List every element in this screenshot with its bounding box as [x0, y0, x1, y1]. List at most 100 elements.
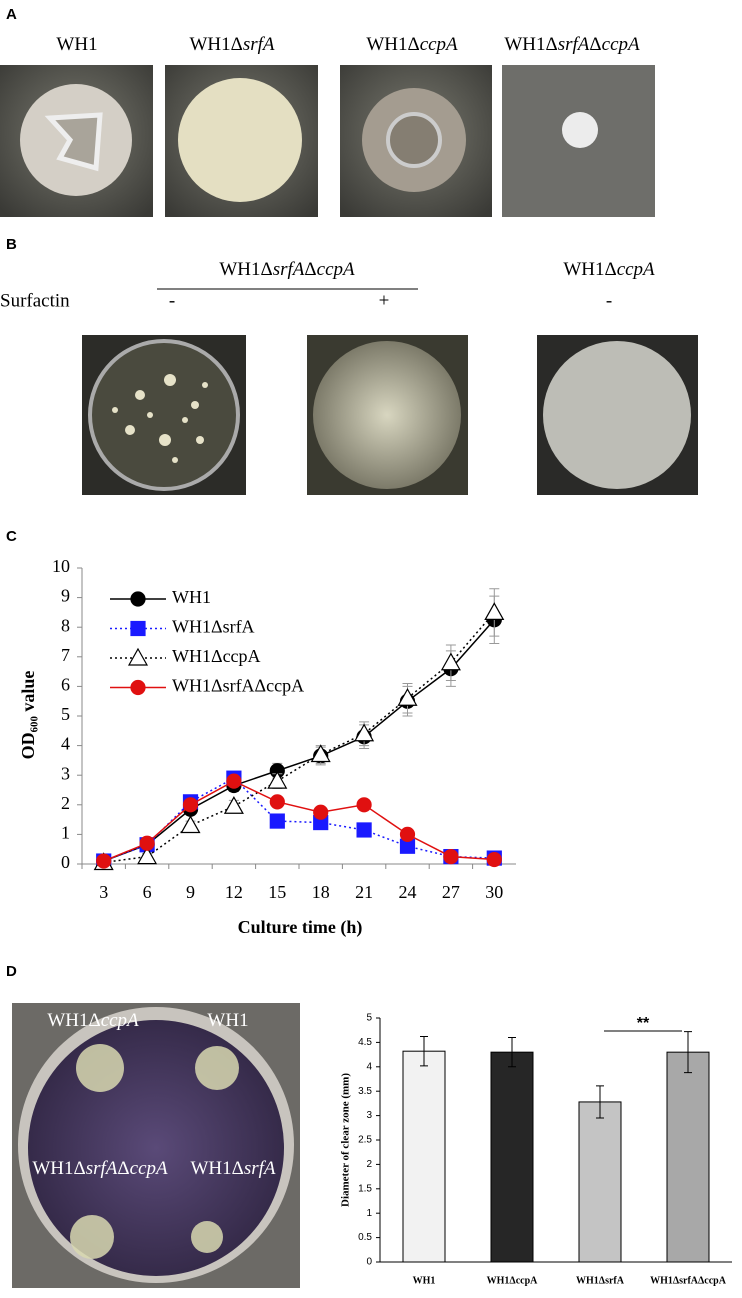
y-tick-label: 5 — [366, 1013, 372, 1024]
x-tick-label: 24 — [399, 882, 417, 902]
legend-label: WH1 — [172, 587, 211, 607]
error-bar — [420, 1036, 428, 1067]
y-tick-label: 0 — [366, 1257, 372, 1268]
x-axis-title: Culture time (h) — [238, 917, 363, 938]
strain-label: WH1 — [56, 34, 97, 55]
strain-label-part: WH1Δ — [366, 34, 419, 55]
y-tick-label: 4 — [61, 734, 70, 754]
x-tick-label: WH1 — [413, 1275, 436, 1286]
x-tick-label: 27 — [442, 882, 460, 902]
y-tick-label: 0.5 — [358, 1232, 372, 1243]
legend-marker — [127, 647, 149, 666]
marker — [137, 846, 158, 865]
plate-label: WH1ΔsrfAΔccpA — [32, 1158, 168, 1179]
bar — [490, 1051, 534, 1263]
y-tick-label: 6 — [61, 675, 70, 695]
marker — [96, 853, 112, 869]
error-bar — [596, 1085, 604, 1119]
marker — [440, 652, 461, 671]
marker — [443, 848, 459, 865]
y-axis-title: Diameter of clear zone (mm) — [340, 1073, 352, 1207]
strain-label: WH1ΔsrfAΔccpA — [504, 34, 640, 55]
legend-label: WH1ΔsrfAΔccpA — [172, 676, 304, 696]
plate-label: WH1ΔsrfA — [190, 1158, 275, 1179]
plate-label-part: WH1Δ — [47, 1010, 100, 1031]
series-line — [103, 780, 495, 862]
marker — [139, 835, 155, 851]
plate-label-part: WH1Δ — [32, 1158, 85, 1179]
legend-label: WH1ΔccpA — [172, 646, 261, 666]
x-tick-label: 30 — [485, 882, 503, 902]
y-tick-label: 3 — [61, 763, 70, 783]
y-tick-label: 1.5 — [358, 1183, 372, 1194]
panel-label: B — [6, 236, 17, 253]
plate-label-part: WH1 — [207, 1010, 248, 1031]
treatment-label: + — [379, 290, 390, 311]
marker — [399, 826, 416, 843]
marker — [223, 796, 244, 814]
series-line — [103, 611, 495, 864]
strain-label-part: WH1Δ — [563, 259, 616, 280]
y-tick-label: 2 — [366, 1159, 372, 1170]
x-tick-label: 12 — [225, 882, 243, 902]
marker — [267, 770, 288, 789]
strain-label-part: WH1Δ — [189, 34, 242, 55]
strain-label-part: Δ — [589, 34, 601, 55]
error-bar — [684, 1031, 692, 1074]
y-tick-label: 3.5 — [358, 1086, 372, 1097]
y-tick-label: 10 — [52, 556, 70, 576]
y-tick-label: 0 — [61, 852, 70, 872]
x-tick-label: 18 — [312, 882, 330, 902]
x-tick-label: WH1ΔccpA — [487, 1275, 538, 1286]
group-label-part: ccpA — [317, 259, 355, 280]
strain-label: WH1ΔsrfA — [189, 34, 274, 55]
x-tick-label: 3 — [99, 882, 108, 902]
y-tick-label: 7 — [61, 645, 70, 665]
plate-label-part: srfA — [86, 1158, 118, 1179]
marker — [356, 822, 372, 838]
panel-label: C — [6, 528, 17, 545]
row-label: Surfactin — [0, 290, 70, 311]
y-tick-label: 1 — [61, 823, 70, 843]
strain-label-part: ccpA — [602, 34, 640, 55]
marker — [226, 773, 242, 789]
bar — [402, 1050, 446, 1263]
y-tick-label: 1 — [366, 1208, 372, 1219]
panel-b-photos — [82, 335, 698, 495]
significance-label: ** — [637, 1015, 650, 1032]
marker — [269, 794, 285, 810]
y-tick-label: 9 — [61, 586, 70, 606]
strain-label-part: srfA — [558, 34, 590, 55]
y-tick-label: 5 — [61, 704, 70, 724]
bar — [666, 1051, 710, 1263]
y-tick-label: 2 — [61, 793, 70, 813]
bar — [578, 1101, 622, 1263]
marker — [180, 815, 201, 834]
strain-label: WH1ΔccpA — [366, 34, 458, 55]
panel-a-photos — [0, 65, 655, 217]
x-tick-label: 15 — [268, 882, 286, 902]
legend-label: WH1ΔsrfA — [172, 617, 255, 637]
y-tick-label: 3 — [366, 1110, 372, 1121]
marker — [313, 804, 329, 820]
strain-label-part: WH1Δ — [504, 34, 557, 55]
error-bar — [508, 1037, 516, 1068]
panel-d-photo — [12, 1003, 300, 1288]
strain-label-part: ccpA — [617, 259, 655, 280]
group-label-part: WH1Δ — [219, 259, 272, 280]
series-line — [103, 619, 495, 862]
plate-label-part: ccpA — [130, 1158, 168, 1179]
y-axis-title: OD₆₀₀ value — [18, 671, 38, 760]
x-tick-label: 6 — [143, 882, 152, 902]
legend-marker — [130, 620, 146, 637]
x-tick-label: WH1ΔsrfA — [576, 1275, 625, 1286]
y-tick-label: 4 — [366, 1061, 372, 1072]
plate-label-part: ccpA — [101, 1010, 139, 1031]
x-tick-label: 9 — [186, 882, 195, 902]
group-label-part: srfA — [273, 259, 305, 280]
strain-label-part: srfA — [243, 34, 275, 55]
marker — [354, 723, 375, 742]
treatment-label: - — [169, 290, 175, 311]
marker — [310, 744, 331, 763]
